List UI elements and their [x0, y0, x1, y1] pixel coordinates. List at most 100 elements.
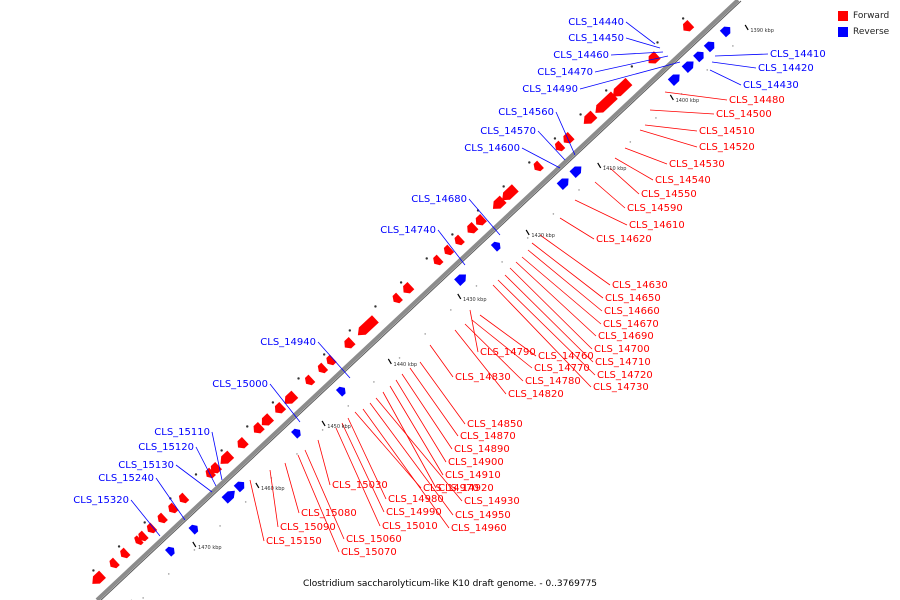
feature-dot	[655, 117, 657, 119]
scale-label: 1410 kbp	[603, 166, 627, 172]
leader-line	[625, 21, 656, 45]
leader-line	[401, 373, 453, 450]
gene-label: CLS_14730	[593, 382, 649, 393]
scale-labels: 1390 kbp 1400 kbp 1410 kbp 1420 kbp 1430 kbp…	[130, 24, 774, 600]
feature-dot	[246, 425, 249, 428]
leader-line	[614, 157, 654, 181]
gene-label: CLS_14790	[480, 347, 536, 358]
gene-label: CLS_14990	[386, 507, 442, 518]
gene-label: CLS_14540	[655, 175, 711, 186]
scale-label: 1470 kbp	[198, 545, 222, 551]
gene-label: CLS_14900	[448, 457, 504, 468]
leader-line	[347, 417, 387, 500]
legend-label-forward: Forward	[853, 11, 890, 21]
forward-gene	[683, 19, 695, 32]
forward-gene	[648, 51, 661, 64]
leader-line	[269, 383, 301, 423]
leader-line	[341, 422, 385, 513]
feature-dot	[425, 257, 428, 260]
forward-gene	[274, 401, 287, 414]
leader-line	[317, 341, 351, 379]
gene-label: CLS_14690	[598, 331, 654, 342]
forward-gene	[357, 315, 379, 336]
reverse-gene	[165, 546, 175, 557]
forward-gene	[392, 292, 403, 304]
leader-line	[409, 367, 459, 437]
feature-dot	[578, 189, 580, 191]
reverse-gene	[703, 41, 715, 53]
feature-dot	[630, 65, 634, 68]
forward-gene	[146, 522, 158, 534]
leader-line	[335, 427, 381, 527]
gene-label: CLS_15320	[73, 495, 129, 506]
gene-label: CLS_14650	[605, 293, 661, 304]
scale-label: 1400 kbp	[676, 98, 700, 104]
leader-line	[375, 397, 463, 502]
leader-line	[464, 323, 524, 382]
forward-gene	[583, 110, 598, 124]
forward-gene	[344, 336, 356, 349]
forward-gene	[168, 502, 179, 514]
legend-label-reverse: Reverse	[853, 27, 890, 37]
leader-line	[539, 234, 611, 286]
leader-line	[714, 53, 769, 57]
leader-line	[644, 124, 698, 132]
leader-line	[625, 37, 661, 49]
leader-line	[395, 379, 447, 463]
gene-label: CLS_14480	[729, 95, 785, 106]
leader-line	[195, 446, 217, 487]
scale-label: 1450 kbp	[327, 424, 351, 430]
scale-tick	[387, 358, 392, 365]
reverse-gene	[454, 274, 466, 286]
gene-label: CLS_15080	[301, 508, 357, 519]
forward-gene	[134, 535, 144, 546]
gene-label: CLS_15240	[98, 473, 154, 484]
gene-label: CLS_15120	[138, 442, 194, 453]
feature-dot	[450, 309, 452, 311]
leader-line	[155, 477, 186, 521]
reverse-gene	[291, 428, 301, 439]
feature-dot	[553, 137, 557, 140]
gene-label: CLS_14760	[538, 351, 594, 362]
scale-tick	[597, 162, 602, 169]
feature-dot	[552, 213, 555, 215]
scale-label: 1420 kbp	[531, 233, 555, 239]
gene-label: CLS_14890	[454, 444, 510, 455]
gene-label: CLS_15090	[280, 522, 336, 533]
reverse-gene	[569, 166, 582, 178]
gene-label: CLS_14500	[716, 109, 772, 120]
forward-gene	[237, 436, 249, 449]
gene-label: CLS_14410	[770, 49, 826, 60]
scale-label: 1440 kbp	[394, 362, 418, 368]
scale-tick	[192, 541, 197, 548]
leader-line	[469, 309, 479, 353]
feature-dot	[271, 401, 275, 404]
gene-label: CLS_14930	[464, 496, 520, 507]
forward-gene	[138, 530, 149, 542]
gene-label: CLS_14830	[455, 372, 511, 383]
leader-line	[362, 408, 450, 529]
scale-tick	[255, 482, 260, 489]
leader-line	[419, 361, 466, 425]
leader-line	[389, 385, 444, 476]
gene-label: CLS_14700	[594, 344, 650, 355]
gene-label: CLS_14450	[568, 33, 624, 44]
feature-dot	[296, 453, 298, 455]
reverse-gene	[188, 524, 199, 535]
gene-label: CLS_14710	[595, 357, 651, 368]
gene-label: CLS_15110	[154, 427, 210, 438]
gene-label: CLS_14660	[604, 306, 660, 317]
scale-label: 1390 kbp	[750, 28, 774, 34]
leader-line	[521, 256, 602, 325]
gene-label: CLS_14780	[525, 376, 581, 387]
forward-gene	[492, 195, 507, 209]
feature-dot	[117, 545, 121, 548]
feature-dot	[297, 377, 300, 380]
gene-features	[92, 17, 734, 599]
feature-dot	[579, 113, 582, 116]
feature-dot	[220, 449, 223, 452]
leader-line	[382, 391, 437, 489]
forward-gene	[220, 450, 235, 464]
gene-label: CLS_14680	[411, 194, 467, 205]
gene-label: CLS_14590	[627, 203, 683, 214]
